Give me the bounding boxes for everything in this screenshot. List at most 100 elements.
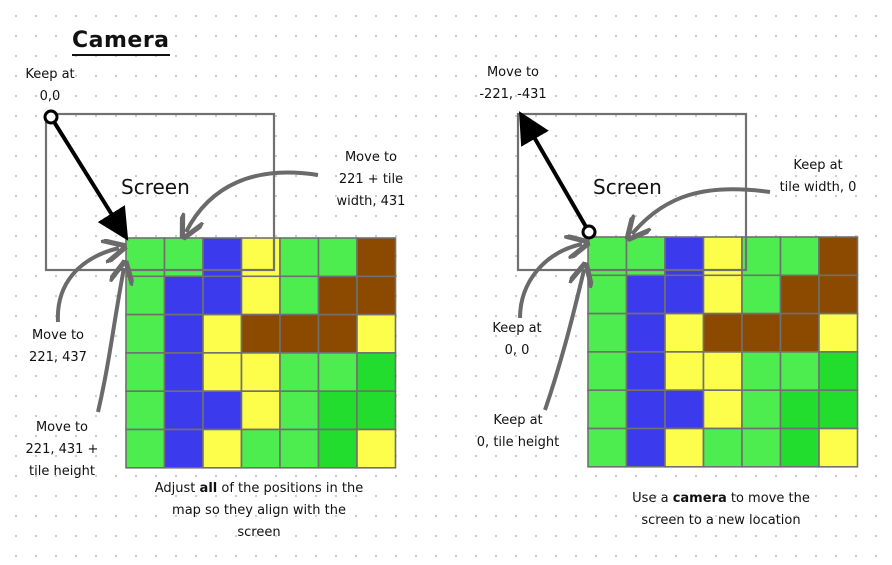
- right-tile-r4-c3: [702, 389, 743, 430]
- right-tile-r5-c5: [779, 427, 820, 468]
- left-tile-r3-c2: [202, 352, 243, 392]
- right-tile-r2-c0: [587, 312, 628, 353]
- left-origin-arrow: [49, 115, 129, 241]
- left-tile-r2-c4: [279, 313, 320, 354]
- left-tile-r5-c1: [163, 428, 204, 469]
- right-tile-r3-c3: [702, 351, 743, 391]
- right-tile-r4-c4: [741, 389, 782, 430]
- right-tile-r5-c1: [625, 427, 666, 468]
- left-tile-r3-c4: [279, 352, 320, 392]
- right-tile-r2-c6: [818, 312, 859, 353]
- left-tile-r2-c3: [240, 313, 281, 354]
- right-screen-label: Screen: [593, 175, 662, 199]
- left-screen-label: Screen: [121, 175, 190, 199]
- left-caption: Adjust all of the positions in the map s…: [118, 478, 400, 544]
- left-tile-r3-c6: [356, 352, 397, 392]
- right-tile-r1-c2: [664, 274, 705, 315]
- right-tile-r3-c6: [818, 351, 859, 391]
- right-caption: Use a camera to move the screen to a new…: [600, 488, 842, 532]
- right-tile-r0-c4: [741, 236, 782, 277]
- page-title: Camera: [72, 28, 170, 56]
- left-caption-bold: all: [199, 481, 218, 496]
- left-tile-r1-c3: [240, 275, 281, 316]
- left-tile-r0-c6: [356, 237, 397, 278]
- right-tile-r1-c1: [625, 274, 666, 315]
- right-tile-r2-c3: [702, 312, 743, 353]
- left-tile-r2-c6: [356, 313, 397, 354]
- left-arrow-tile-below: [96, 268, 124, 413]
- left-tile-r2-c0: [125, 313, 166, 354]
- right-tile-r1-c0: [587, 274, 628, 315]
- left-tile-r1-c1: [163, 275, 204, 316]
- left-tile-r2-c1: [163, 313, 204, 354]
- right-tile-r5-c0: [587, 427, 628, 468]
- right-keep-first-note: Keep at 0, 0: [492, 321, 542, 358]
- left-tile-r5-c4: [279, 428, 320, 469]
- left-tile-r1-c2: [202, 275, 243, 316]
- right-tile-r5-c4: [741, 427, 782, 468]
- right-tile-r5-c3: [702, 427, 743, 468]
- left-tile-r4-c2: [202, 390, 243, 431]
- right-screen-frame: [516, 112, 748, 272]
- left-tile-r2-c5: [317, 313, 358, 354]
- left-tile-r3-c5: [317, 352, 358, 392]
- right-tile-r3-c4: [741, 351, 782, 391]
- left-tile-r0-c5: [317, 237, 358, 278]
- right-caption-post: to move the screen to a new location: [641, 491, 810, 528]
- right-tile-r4-c6: [818, 389, 859, 430]
- left-tile-r4-c6: [356, 390, 397, 431]
- left-tile-r5-c6: [356, 428, 397, 469]
- left-tile-r1-c5: [317, 275, 358, 316]
- right-caption-bold: camera: [672, 491, 727, 506]
- right-tile-r1-c5: [779, 274, 820, 315]
- right-tile-r4-c1: [625, 389, 666, 430]
- left-tile-r0-c4: [279, 237, 320, 278]
- left-tile-r3-c1: [163, 352, 204, 392]
- right-tile-r1-c6: [818, 274, 859, 315]
- left-tile-r5-c2: [202, 428, 243, 469]
- left-tile-r4-c5: [317, 390, 358, 431]
- right-arrow-tile-right: [632, 187, 771, 234]
- right-tile-r4-c5: [779, 389, 820, 430]
- right-tile-r3-c0: [587, 351, 628, 391]
- left-tile-map: [125, 237, 397, 469]
- right-tile-r2-c5: [779, 312, 820, 353]
- right-arrow-tile-below: [543, 270, 584, 411]
- right-tile-r0-c6: [818, 236, 859, 277]
- left-tile-r1-c0: [125, 275, 166, 316]
- left-tile-r5-c3: [240, 428, 281, 469]
- left-tile-r5-c0: [125, 428, 166, 469]
- right-tile-r3-c2: [664, 351, 705, 391]
- left-caption-pre: Adjust: [154, 481, 200, 496]
- left-tile-r1-c6: [356, 275, 397, 316]
- right-arrow-first-tile: [518, 244, 582, 319]
- left-screen-frame: [44, 112, 276, 272]
- left-tile-r4-c4: [279, 390, 320, 431]
- right-tile-r0-c5: [779, 236, 820, 277]
- left-tile-r4-c1: [163, 390, 204, 431]
- right-keep-below-note: Keep at 0, tile height: [476, 413, 560, 450]
- left-tile-r4-c0: [125, 390, 166, 431]
- right-camera-point: [581, 224, 597, 240]
- right-tile-r3-c1: [625, 351, 666, 391]
- left-tile-r3-c0: [125, 352, 166, 392]
- left-tile-r2-c2: [202, 313, 243, 354]
- right-move-camera-note: Move to -221, -431: [479, 65, 547, 102]
- left-tile-r4-c3: [240, 390, 281, 431]
- right-tile-r3-c5: [779, 351, 820, 391]
- right-tile-r4-c2: [664, 389, 705, 430]
- right-tile-r1-c4: [741, 274, 782, 315]
- left-move-first-note: Move to 221, 437: [29, 328, 87, 365]
- left-tile-r3-c3: [240, 352, 281, 392]
- right-keep-right-note: Keep at tile width, 0: [779, 158, 857, 195]
- right-tile-r2-c2: [664, 312, 705, 353]
- right-tile-r1-c3: [702, 274, 743, 315]
- left-arrow-tile-right: [186, 170, 319, 232]
- left-tile-r5-c5: [317, 428, 358, 469]
- left-tile-r1-c4: [279, 275, 320, 316]
- left-origin-point: [43, 109, 59, 125]
- right-tile-r4-c0: [587, 389, 628, 430]
- right-tile-r2-c1: [625, 312, 666, 353]
- left-caption-post: of the positions in the map so they alig…: [172, 481, 364, 540]
